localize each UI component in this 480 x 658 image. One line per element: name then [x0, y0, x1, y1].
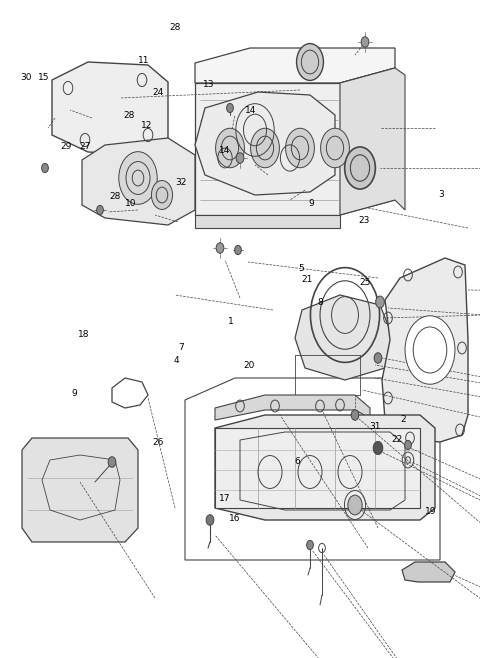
- Text: 19: 19: [425, 507, 437, 517]
- Text: 14: 14: [245, 106, 256, 115]
- Text: 1: 1: [228, 316, 233, 326]
- Text: 21: 21: [301, 275, 313, 284]
- Polygon shape: [22, 438, 138, 542]
- Text: 28: 28: [169, 23, 181, 32]
- Text: 11: 11: [138, 56, 150, 65]
- Text: 4: 4: [174, 356, 180, 365]
- Polygon shape: [382, 258, 468, 442]
- Text: 25: 25: [359, 278, 371, 288]
- Polygon shape: [215, 395, 370, 420]
- Polygon shape: [195, 83, 340, 215]
- Circle shape: [206, 515, 214, 525]
- Text: 12: 12: [141, 120, 152, 130]
- Text: 26: 26: [153, 438, 164, 447]
- Circle shape: [374, 353, 382, 363]
- Text: 15: 15: [38, 73, 50, 82]
- Circle shape: [251, 128, 279, 168]
- Text: 28: 28: [109, 191, 121, 201]
- Polygon shape: [215, 415, 435, 520]
- Polygon shape: [340, 68, 395, 215]
- Circle shape: [348, 495, 362, 515]
- Circle shape: [119, 152, 157, 205]
- Text: 24: 24: [153, 88, 164, 97]
- Text: 8: 8: [318, 298, 324, 307]
- Text: 32: 32: [176, 178, 187, 188]
- Circle shape: [405, 316, 455, 384]
- Circle shape: [216, 243, 224, 253]
- Circle shape: [227, 103, 233, 113]
- Text: 27: 27: [80, 141, 91, 151]
- Text: 16: 16: [228, 514, 240, 523]
- Text: 28: 28: [123, 111, 134, 120]
- Text: 20: 20: [243, 361, 254, 370]
- Polygon shape: [82, 138, 195, 225]
- Text: 17: 17: [219, 494, 230, 503]
- Polygon shape: [215, 428, 420, 508]
- Polygon shape: [52, 62, 168, 155]
- Text: 6: 6: [295, 457, 300, 467]
- Text: 10: 10: [125, 199, 137, 209]
- Polygon shape: [195, 215, 340, 228]
- Circle shape: [345, 147, 375, 189]
- Circle shape: [216, 128, 244, 168]
- Text: 31: 31: [370, 422, 381, 431]
- Text: 3: 3: [439, 190, 444, 199]
- Circle shape: [297, 43, 324, 80]
- Text: 2: 2: [400, 415, 406, 424]
- Text: 30: 30: [21, 73, 32, 82]
- Polygon shape: [402, 562, 455, 582]
- Text: 29: 29: [60, 141, 72, 151]
- Text: 13: 13: [203, 80, 215, 89]
- Text: 9: 9: [72, 389, 77, 398]
- Circle shape: [307, 540, 313, 549]
- Text: 7: 7: [179, 343, 184, 352]
- Circle shape: [236, 153, 244, 163]
- Circle shape: [361, 37, 369, 47]
- Circle shape: [373, 442, 383, 455]
- Text: 18: 18: [78, 330, 90, 339]
- Circle shape: [96, 205, 103, 215]
- Circle shape: [321, 128, 349, 168]
- Circle shape: [152, 180, 173, 209]
- Text: 22: 22: [392, 435, 403, 444]
- Circle shape: [351, 410, 359, 420]
- Polygon shape: [195, 48, 395, 83]
- Polygon shape: [295, 295, 392, 380]
- Circle shape: [376, 296, 384, 308]
- Text: 23: 23: [358, 216, 370, 225]
- Circle shape: [405, 440, 411, 449]
- Text: 5: 5: [299, 264, 304, 273]
- Polygon shape: [340, 68, 405, 215]
- Text: 9: 9: [308, 199, 314, 209]
- Circle shape: [235, 245, 241, 255]
- Text: 14: 14: [219, 145, 230, 155]
- Circle shape: [108, 457, 116, 467]
- Circle shape: [42, 163, 48, 172]
- Circle shape: [286, 128, 314, 168]
- Polygon shape: [195, 92, 335, 195]
